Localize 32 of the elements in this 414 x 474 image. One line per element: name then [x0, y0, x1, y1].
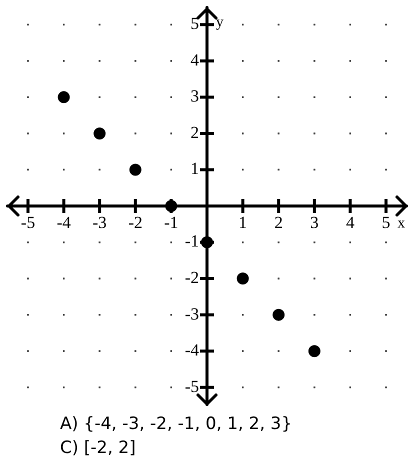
point	[272, 308, 285, 321]
y-tick-label: -2	[184, 268, 199, 288]
text: C) [-2, 2]	[60, 437, 137, 460]
x-tick-label: 5	[382, 212, 390, 232]
y-tick-label: -1	[184, 232, 199, 251]
x-tick-label: -1	[164, 212, 178, 232]
point	[165, 200, 178, 212]
point	[236, 272, 249, 285]
point	[308, 345, 320, 358]
y-tick-label: 4	[190, 50, 200, 70]
y-tick-label: 1	[190, 159, 199, 178]
y-tick-label: 3	[190, 86, 199, 106]
x-tick-label: -3	[92, 212, 107, 232]
point	[201, 236, 213, 248]
y-tick-label: 2	[190, 122, 199, 142]
point	[58, 91, 70, 104]
x-tick-label: 4	[346, 212, 355, 232]
x-tick-label: 2	[274, 212, 283, 232]
point	[94, 127, 106, 140]
y-tick-label: -4	[184, 340, 200, 360]
x-tick-label: -2	[128, 212, 142, 232]
text: A) {-4, -3, -2, -1, 0, 1, 2, 3}	[60, 413, 294, 436]
y-tick-label: -3	[184, 304, 199, 324]
x-tick-label: -4	[56, 212, 72, 232]
y-tick-label: -5	[184, 376, 199, 396]
x-tick-label: 1	[238, 212, 248, 232]
x-tick-label: 3	[310, 212, 319, 232]
y-tick-label: 5	[190, 14, 199, 34]
point	[129, 164, 142, 176]
y-axis-title: y	[216, 14, 224, 31]
x-tick-label: -5	[20, 212, 36, 232]
x-axis-title: x	[398, 215, 406, 232]
